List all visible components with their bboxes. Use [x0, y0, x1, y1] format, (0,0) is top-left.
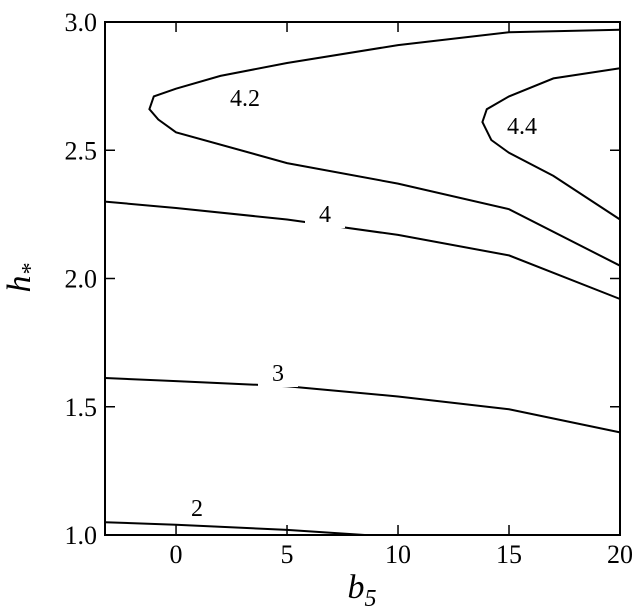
y-tick-label: 2.0 — [65, 265, 98, 294]
y-tick-label: 2.5 — [65, 136, 98, 165]
contour-label-bg — [305, 202, 345, 228]
contour-line — [104, 521, 365, 536]
x-label-subscript: 5 — [365, 586, 377, 612]
contour-label-bg — [258, 361, 298, 387]
x-tick-label: 5 — [281, 540, 294, 569]
contour-label-bg — [502, 114, 542, 140]
contour-line — [104, 377, 621, 434]
contour-label: 4.2 — [230, 86, 260, 112]
contour-label: 3 — [272, 361, 284, 387]
x-tick-label: 15 — [496, 540, 522, 569]
contour-label-bg — [225, 86, 265, 112]
contour-label: 2 — [191, 496, 203, 522]
y-axis-label: h* — [1, 264, 44, 293]
plot-frame — [104, 21, 621, 536]
x-axis-label: b5 — [348, 569, 377, 612]
x-tick-label: 20 — [607, 540, 633, 569]
contour-label: 4.4 — [507, 114, 537, 140]
y-label-text: h — [1, 276, 38, 293]
x-tick-label: 0 — [170, 540, 183, 569]
y-label-subscript: * — [18, 264, 44, 276]
contour-label: 4 — [319, 202, 331, 228]
y-tick-label: 1.5 — [65, 393, 98, 422]
x-tick-label: 10 — [385, 540, 411, 569]
contour-label-bg — [177, 496, 217, 522]
y-tick-label: 3.0 — [65, 8, 98, 37]
y-tick-label: 1.0 — [65, 521, 98, 550]
x-label-text: b — [348, 569, 365, 606]
contour-line — [148, 28, 621, 267]
contour-line — [104, 200, 621, 300]
contour-line — [481, 67, 621, 221]
